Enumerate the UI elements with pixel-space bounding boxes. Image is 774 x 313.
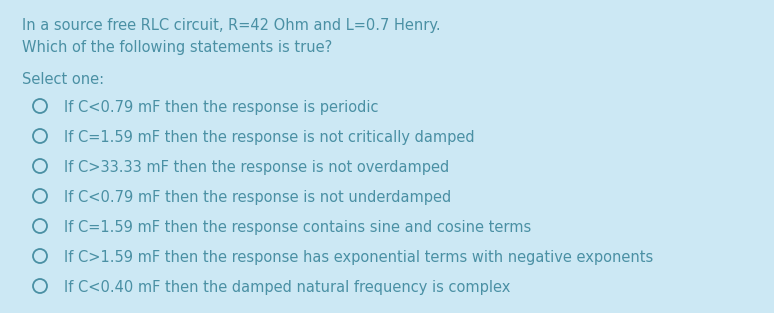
Text: Select one:: Select one: <box>22 72 104 87</box>
Text: If C<0.79 mF then the response is not underdamped: If C<0.79 mF then the response is not un… <box>64 190 451 205</box>
Text: In a source free RLC circuit, R=42 Ohm and L=0.7 Henry.: In a source free RLC circuit, R=42 Ohm a… <box>22 18 440 33</box>
Text: If C<0.79 mF then the response is periodic: If C<0.79 mF then the response is period… <box>64 100 378 115</box>
Text: If C>1.59 mF then the response has exponential terms with negative exponents: If C>1.59 mF then the response has expon… <box>64 250 653 265</box>
Text: If C=1.59 mF then the response is not critically damped: If C=1.59 mF then the response is not cr… <box>64 130 474 145</box>
Text: If C=1.59 mF then the response contains sine and cosine terms: If C=1.59 mF then the response contains … <box>64 220 531 235</box>
Text: If C<0.40 mF then the damped natural frequency is complex: If C<0.40 mF then the damped natural fre… <box>64 280 510 295</box>
Text: Which of the following statements is true?: Which of the following statements is tru… <box>22 40 332 55</box>
Text: If C>33.33 mF then the response is not overdamped: If C>33.33 mF then the response is not o… <box>64 160 449 175</box>
